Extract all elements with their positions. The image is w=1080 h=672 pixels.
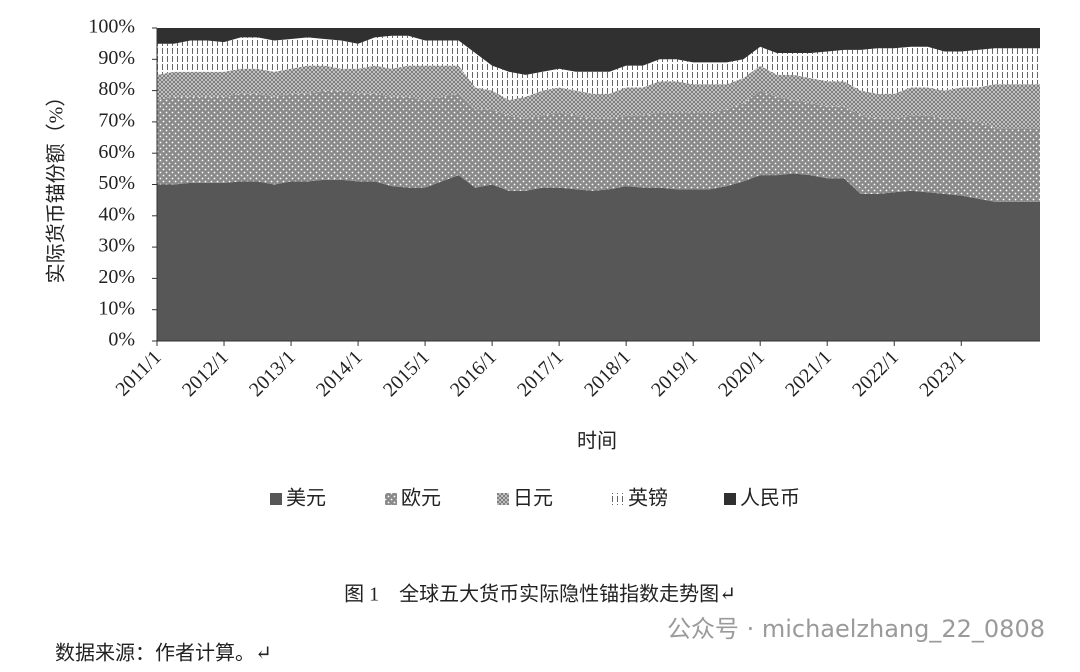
x-tick-label: 2019/1 (647, 346, 702, 401)
legend-swatch (385, 493, 397, 505)
y-tick-label: 20% (98, 266, 135, 288)
x-tick-label: 2013/1 (245, 346, 300, 401)
area (157, 28, 1040, 75)
y-axis-title: 实际货币锚份额（%） (45, 87, 68, 284)
area (157, 90, 1040, 202)
y-tick-label: 80% (98, 78, 135, 100)
legend-label: 美元 (286, 487, 326, 510)
y-tick-label: 70% (98, 109, 135, 131)
x-tick-label: 2018/1 (580, 346, 635, 401)
area (157, 173, 1040, 341)
y-tick-label: 50% (98, 172, 135, 194)
y-tick-label: 0% (108, 329, 135, 351)
legend-label: 人民币 (740, 487, 800, 510)
legend-swatch (724, 493, 736, 505)
x-tick-label: 2014/1 (312, 346, 367, 401)
x-tick-label: 2017/1 (513, 346, 568, 401)
area (157, 65, 1040, 129)
y-tick-label: 10% (98, 297, 135, 319)
y-tick-label: 30% (98, 235, 135, 257)
y-tick-label: 60% (98, 141, 135, 163)
x-tick-label: 2022/1 (848, 346, 903, 401)
area (157, 35, 1040, 100)
x-tick-label: 2016/1 (446, 346, 501, 401)
legend-label: 欧元 (401, 487, 441, 510)
watermark: 公众号 · michaelzhang_22_0808 (667, 615, 1045, 643)
x-tick-label: 2011/1 (111, 346, 165, 400)
x-tick-label: 2012/1 (178, 346, 233, 401)
x-tick-label: 2023/1 (915, 346, 970, 401)
source-note: 数据来源：作者计算。↵ (55, 642, 272, 665)
legend-swatch (497, 493, 509, 505)
caption: 图 1 全球五大货币实际隐性锚指数走势图↵ (344, 583, 736, 606)
legend-label: 英镑 (628, 487, 668, 510)
y-tick-label: 90% (98, 47, 135, 69)
x-tick-label: 2021/1 (781, 346, 836, 401)
legend-swatch (612, 493, 624, 505)
y-tick-label: 40% (98, 203, 135, 225)
legend-label: 日元 (513, 488, 553, 510)
legend-swatch (270, 493, 282, 505)
x-tick-label: 2020/1 (714, 346, 769, 401)
x-axis-title: 时间 (577, 430, 617, 453)
x-tick-label: 2015/1 (379, 346, 434, 401)
y-tick-label: 100% (88, 16, 135, 38)
